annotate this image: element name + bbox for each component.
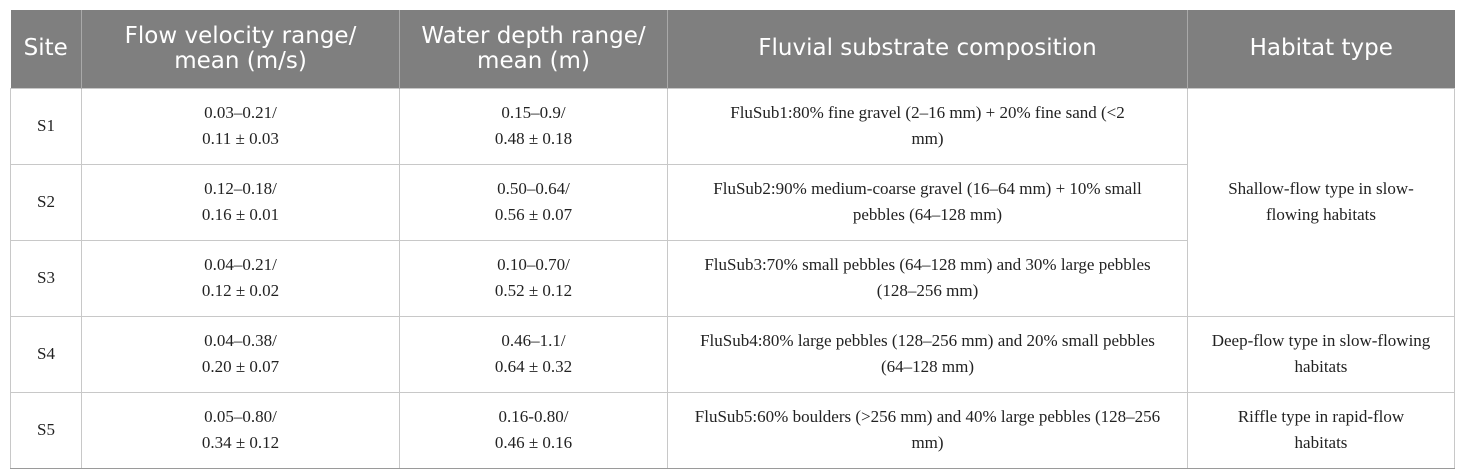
depth-mean: 0.52 ± 0.12 [494,281,573,300]
table-row: S1 0.03–0.21/ 0.11 ± 0.03 0.15–0.9/ 0.48… [10,87,1455,317]
depth-cell: 0.46–1.1/ 0.64 ± 0.32 [399,315,668,393]
substrate-text: FluSub3:70% small pebbles (64–128 mm) an… [704,255,1151,300]
site-cell: S4 [10,315,82,393]
depth-range: 0.15–0.9/ [501,103,566,122]
substrate-cell: FluSub2:90% medium-coarse gravel (16–64 … [667,163,1188,241]
header-habitat: Habitat type [1187,10,1455,88]
depth-cell: 0.10–0.70/ 0.52 ± 0.12 [399,239,668,317]
depth-range: 0.10–0.70/ [497,255,570,274]
velocity-cell: 0.03–0.21/ 0.11 ± 0.03 [81,87,400,165]
header-row: Site Flow velocity range/ mean (m/s) Wat… [10,10,1455,88]
site-cell: S5 [10,391,82,469]
substrate-text: FluSub1:80% fine gravel (2–16 mm) + 20% … [730,103,1125,148]
velocity-cell: 0.04–0.38/ 0.20 ± 0.07 [81,315,400,393]
substrate-cell: FluSub1:80% fine gravel (2–16 mm) + 20% … [667,87,1188,165]
header-site: Site [10,10,82,88]
site-cell: S2 [10,163,82,241]
site-characteristics-table: Site Flow velocity range/ mean (m/s) Wat… [10,10,1455,469]
velocity-mean: 0.34 ± 0.12 [201,433,280,452]
habitat-text: Riffle type in rapid-flow habitats [1237,407,1405,452]
header-water-depth-line2: mean (m) [477,47,590,74]
depth-cell: 0.50–0.64/ 0.56 ± 0.07 [399,163,668,241]
depth-range: 0.50–0.64/ [497,179,570,198]
habitat-text: Deep-flow type in slow-flowing habitats [1211,331,1431,376]
velocity-cell: 0.12–0.18/ 0.16 ± 0.01 [81,163,400,241]
habitat-cell-s4: Deep-flow type in slow-flowing habitats [1187,315,1455,393]
site-cell: S1 [10,87,82,165]
depth-mean: 0.48 ± 0.18 [494,129,573,148]
habitat-text: Shallow-flow type in slow-flowing habita… [1228,179,1414,224]
depth-range: 0.46–1.1/ [501,331,566,350]
velocity-mean: 0.12 ± 0.02 [201,281,280,300]
substrate-text: FluSub2:90% medium-coarse gravel (16–64 … [713,179,1142,224]
table-row: S3 0.04–0.21/ 0.12 ± 0.02 0.10–0.70/ 0.5… [10,239,1455,317]
table-row: S4 0.04–0.38/ 0.20 ± 0.07 0.46–1.1/ 0.64… [10,315,1455,393]
header-substrate: Fluvial substrate composition [667,10,1188,88]
velocity-range: 0.04–0.38/ [204,331,277,350]
substrate-cell: FluSub3:70% small pebbles (64–128 mm) an… [667,239,1188,317]
header-flow-velocity-line2: mean (m/s) [174,47,307,74]
substrate-cell: FluSub4:80% large pebbles (128–256 mm) a… [667,315,1188,393]
velocity-cell: 0.04–0.21/ 0.12 ± 0.02 [81,239,400,317]
depth-mean: 0.56 ± 0.07 [494,205,573,224]
depth-mean: 0.46 ± 0.16 [494,433,573,452]
depth-range: 0.16-0.80/ [498,407,569,426]
velocity-cell: 0.05–0.80/ 0.34 ± 0.12 [81,391,400,469]
depth-mean: 0.64 ± 0.32 [494,357,573,376]
table-row: S5 0.05–0.80/ 0.34 ± 0.12 0.16-0.80/ 0.4… [10,391,1455,469]
velocity-mean: 0.11 ± 0.03 [202,129,279,148]
velocity-range: 0.05–0.80/ [204,407,277,426]
table-container: Site Flow velocity range/ mean (m/s) Wat… [10,10,1455,469]
header-flow-velocity-line1: Flow velocity range/ [124,22,357,49]
velocity-range: 0.03–0.21/ [204,103,277,122]
substrate-cell: FluSub5:60% boulders (>256 mm) and 40% l… [667,391,1188,469]
velocity-range: 0.04–0.21/ [204,255,277,274]
velocity-mean: 0.20 ± 0.07 [201,357,280,376]
depth-cell: 0.16-0.80/ 0.46 ± 0.16 [399,391,668,469]
substrate-text: FluSub5:60% boulders (>256 mm) and 40% l… [694,407,1161,452]
table-row: S2 0.12–0.18/ 0.16 ± 0.01 0.50–0.64/ 0.5… [10,163,1455,241]
habitat-cell-s1-s3: Shallow-flow type in slow-flowing habita… [1187,87,1455,317]
header-flow-velocity: Flow velocity range/ mean (m/s) [81,10,400,88]
site-cell: S3 [10,239,82,317]
header-water-depth: Water depth range/ mean (m) [399,10,668,88]
substrate-text: FluSub4:80% large pebbles (128–256 mm) a… [700,331,1155,376]
velocity-range: 0.12–0.18/ [204,179,277,198]
velocity-mean: 0.16 ± 0.01 [201,205,280,224]
habitat-cell-s5: Riffle type in rapid-flow habitats [1187,391,1455,469]
header-water-depth-line1: Water depth range/ [421,22,646,49]
depth-cell: 0.15–0.9/ 0.48 ± 0.18 [399,87,668,165]
